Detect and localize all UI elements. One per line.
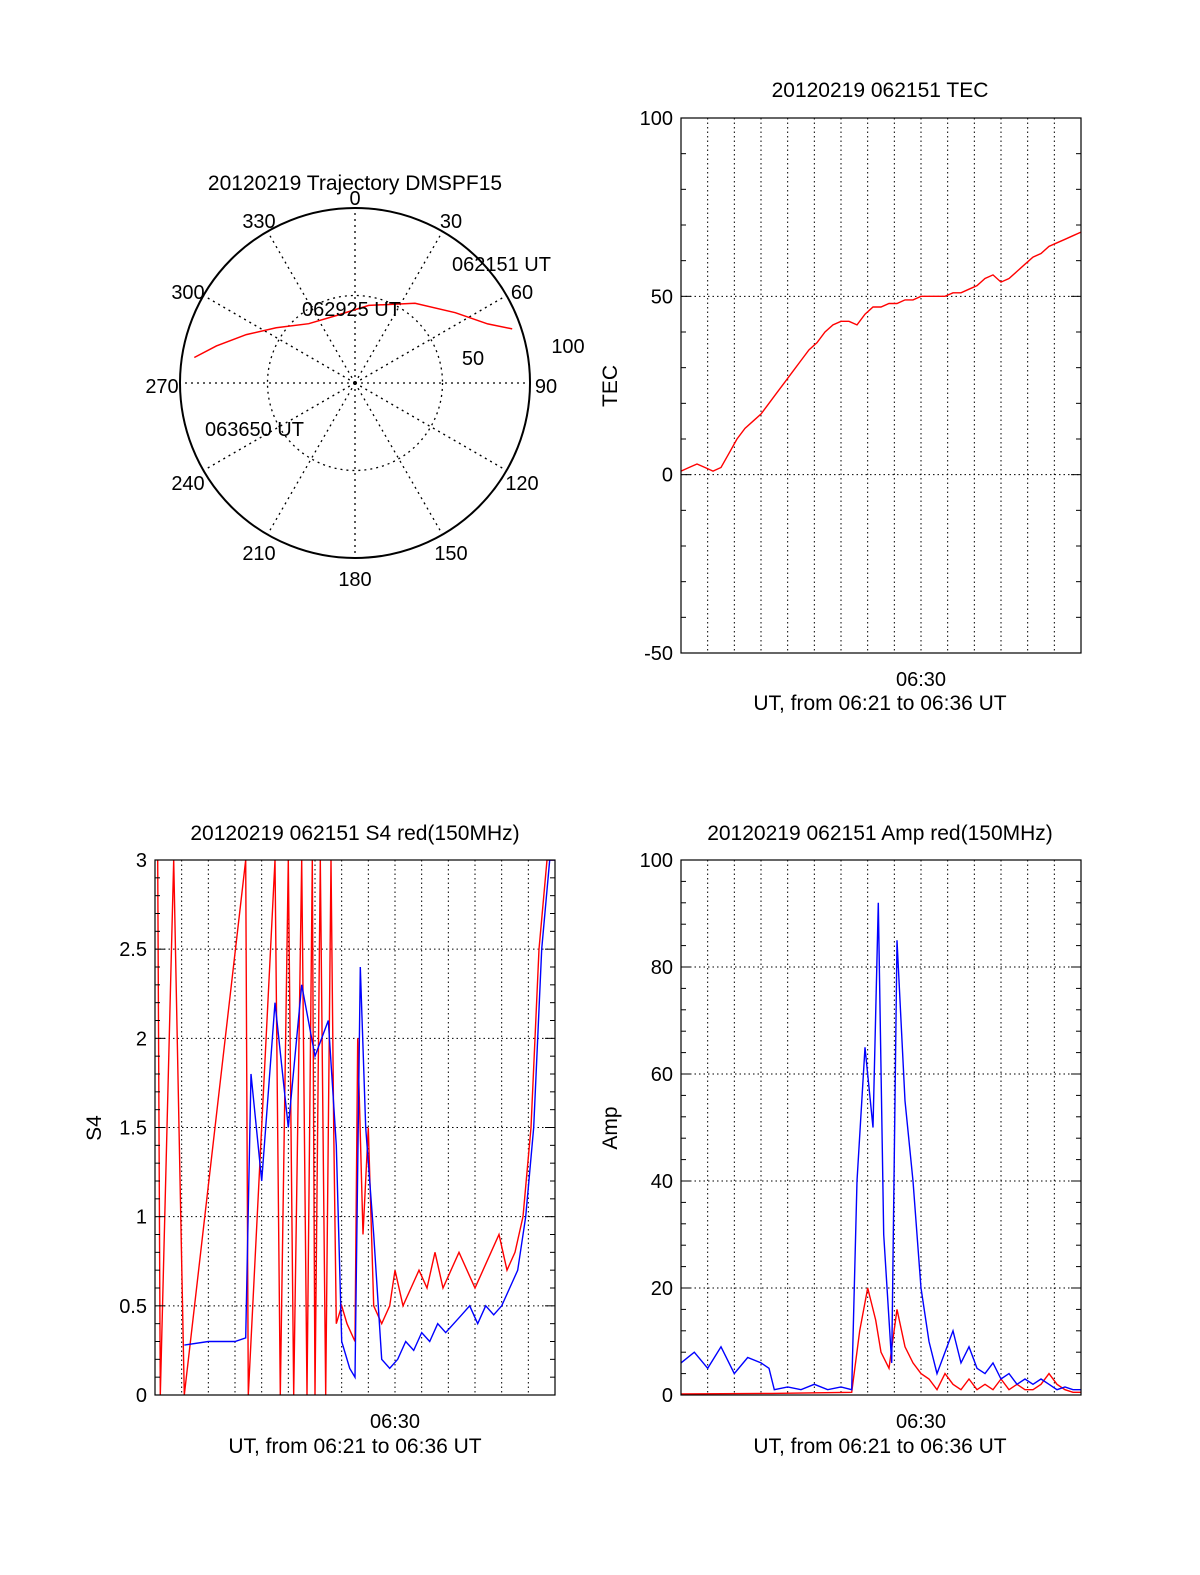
y-tick-label: 2 — [136, 1028, 147, 1050]
s4-plot: 20120219 062151 S4 red(150MHz) UT, from … — [83, 822, 556, 1458]
polar-angle-label: 330 — [242, 211, 275, 233]
x-tick-label: 06:30 — [370, 1411, 420, 1433]
polar-angle-label: 0 — [349, 188, 360, 210]
polar-angle-label: 90 — [535, 376, 557, 398]
polar-radial-label: 50 — [462, 348, 484, 370]
s4-title: 20120219 062151 S4 red(150MHz) — [190, 822, 519, 845]
x-tick-label: 06:30 — [896, 669, 946, 691]
amp-series — [680, 859, 1082, 1396]
polar-spoke — [354, 382, 507, 472]
polar-spoke — [203, 294, 356, 384]
polar-angle-label: 270 — [145, 376, 178, 398]
y-tick-label: 0 — [662, 1385, 673, 1407]
annotation-start-time: 062151 UT — [452, 254, 551, 276]
polar-angle-label: 60 — [511, 282, 533, 304]
polar-angle-labels: 0 30 60 90 120 150 180 210 240 270 300 330 — [145, 188, 557, 591]
y-tick-label: 100 — [640, 850, 673, 872]
polar-radial-label: 100 — [551, 336, 584, 358]
polar-spoke — [203, 382, 356, 472]
polar-angle-label: 30 — [440, 211, 462, 233]
polar-angle-label: 240 — [171, 473, 204, 495]
y-tick-label: 50 — [651, 286, 673, 308]
s4-xlabel: UT, from 06:21 to 06:36 UT — [228, 1435, 481, 1458]
plot-frame — [680, 117, 1082, 654]
polar-spoke — [266, 382, 356, 535]
s4-ylabel: S4 — [83, 1115, 106, 1141]
annotation-end-time: 063650 UT — [205, 419, 304, 441]
tec-series — [680, 117, 1082, 654]
y-tick-label: 1.5 — [119, 1118, 147, 1140]
series-line — [681, 1287, 1081, 1395]
polar-angle-label: 120 — [505, 473, 538, 495]
polar-grid — [179, 207, 531, 559]
series-line — [184, 860, 555, 1380]
amp-grid — [681, 860, 1081, 1395]
y-tick-label: 0.5 — [119, 1296, 147, 1318]
y-tick-label: 0 — [136, 1385, 147, 1407]
trajectory-line — [193, 302, 513, 359]
annotation-mid-time: 062925 UT — [302, 299, 401, 321]
tec-title: 20120219 062151 TEC — [772, 79, 989, 102]
x-tick-label: 06:30 — [896, 1411, 946, 1433]
y-tick-label: 60 — [651, 1064, 673, 1086]
y-tick-label: -50 — [644, 643, 673, 665]
y-tick-label: 40 — [651, 1171, 673, 1193]
polar-angle-label: 300 — [171, 282, 204, 304]
polar-angle-label: 150 — [434, 543, 467, 565]
series-line — [681, 231, 1081, 472]
plot-frame — [680, 859, 1082, 1396]
y-tick-label: 80 — [651, 957, 673, 979]
s4-tick-labels: 3 2.5 2 1.5 1 0.5 0 06:30 — [119, 850, 420, 1433]
amp-ylabel: Amp — [599, 1106, 622, 1149]
y-tick-label: 3 — [136, 850, 147, 872]
polar-ring-50 — [266, 294, 444, 472]
amp-plot: 20120219 062151 Amp red(150MHz) UT, from… — [599, 822, 1082, 1458]
polar-radial-labels: 50 100 — [462, 336, 585, 370]
tec-ylabel: TEC — [599, 365, 622, 407]
y-tick-label: 2.5 — [119, 939, 147, 961]
polar-trajectory-plot: 20120219 Trajectory DMSPF15 0 30 60 90 120 15… — [145, 172, 584, 591]
tec-plot: 20120219 062151 TEC UT, from 06:21 to 06… — [599, 79, 1082, 715]
polar-angle-label: 210 — [242, 543, 275, 565]
amp-title: 20120219 062151 Amp red(150MHz) — [707, 822, 1053, 845]
tec-xlabel: UT, from 06:21 to 06:36 UT — [753, 692, 1006, 715]
polar-angle-label: 180 — [338, 569, 371, 591]
polar-spoke — [266, 231, 356, 384]
y-tick-label: 20 — [651, 1278, 673, 1300]
tec-tick-labels: 100 50 0 -50 06:30 — [640, 108, 946, 691]
y-tick-label: 100 — [640, 108, 673, 130]
amp-xlabel: UT, from 06:21 to 06:36 UT — [753, 1435, 1006, 1458]
polar-spoke — [354, 231, 444, 384]
polar-title: 20120219 Trajectory DMSPF15 — [208, 172, 502, 195]
polar-series — [193, 302, 513, 359]
polar-spoke — [354, 294, 507, 384]
amp-tick-labels: 100 80 60 40 20 0 06:30 — [640, 850, 946, 1433]
y-tick-label: 1 — [136, 1207, 147, 1229]
y-tick-label: 0 — [662, 465, 673, 487]
s4-series — [154, 859, 556, 1396]
series-line — [157, 860, 555, 1395]
tec-grid — [681, 118, 1081, 653]
series-line — [681, 902, 1081, 1391]
polar-spoke — [354, 382, 444, 535]
